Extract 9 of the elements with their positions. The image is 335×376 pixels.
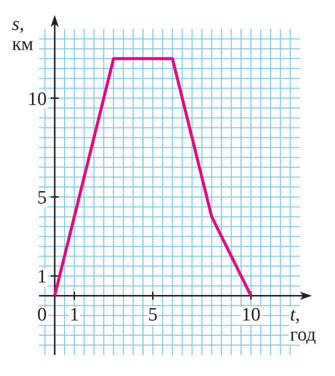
y-tick-label: 5: [37, 188, 47, 209]
x-tick-label: 5: [148, 304, 158, 326]
annotation: 0: [37, 304, 47, 326]
y-tick-label: 1: [37, 266, 47, 288]
y-axis-title: s, км: [12, 14, 34, 55]
x-tick-label: 1: [70, 304, 80, 326]
x-axis-title: t, год: [290, 304, 316, 346]
x-tick-label: 10: [241, 304, 260, 326]
y-tick-label: 10: [28, 88, 47, 110]
